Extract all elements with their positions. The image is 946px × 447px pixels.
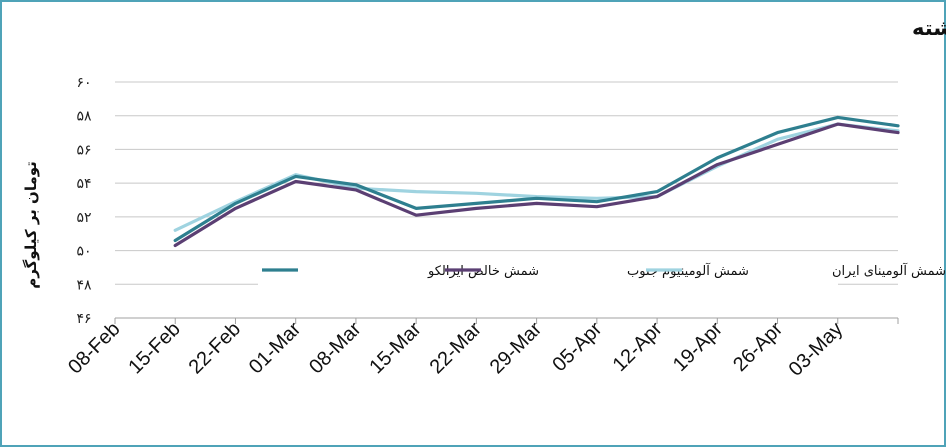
legend: شمش خالص ایرالکو شمش آلومینیوم جنوب شمش آل… [262, 262, 946, 279]
x-tick-label: 15-Feb [124, 318, 184, 378]
y-tick-labels: ۴۶ ۴۸ ۵۰ ۵۲ ۵۴ ۵۶ ۵۸ ۶۰ [76, 75, 92, 327]
series-line-1 [173, 115, 900, 243]
legend-label: شمش آلومینیوم جنوب [627, 262, 749, 279]
series-lines [173, 115, 900, 248]
series-line-3 [173, 122, 900, 232]
y-tick-label: ۴۶ [76, 311, 91, 327]
y-tick-label: ۵۸ [76, 109, 92, 125]
chart-title: نمودار ۱- قیمت محصولات آلومینیومی در بور… [912, 15, 946, 40]
x-tick-label: 12-Apr [609, 318, 667, 376]
x-tick-label: 22-Feb [185, 318, 245, 378]
legend-background [258, 257, 838, 285]
x-tick-label: 15-Mar [365, 318, 426, 379]
series-line-2 [173, 122, 900, 248]
y-tick-label: ۵۴ [76, 176, 91, 192]
x-tick-label: 05-Apr [548, 318, 606, 376]
y-axis-label: تومان بر کیلوگرم [22, 161, 40, 289]
y-tick-label: ۶۰ [76, 75, 91, 91]
x-tick-label: 03-May [785, 318, 848, 381]
x-ticks: 08-Feb 15-Feb 22-Feb 01-Mar 08-Mar 15-Mar 22-M… [64, 318, 899, 381]
y-tick-label: ۵۶ [76, 142, 91, 158]
x-tick-label: 08-Feb [64, 318, 124, 378]
x-tick-label: 26-Apr [729, 318, 787, 376]
legend-label: شمش آلومینای ایران [832, 262, 946, 279]
y-tick-label: ۵۲ [76, 210, 91, 226]
x-tick-label: 29-Mar [486, 318, 547, 379]
y-tick-label: ۵۰ [76, 244, 91, 260]
grid-lines [115, 81, 898, 285]
x-tick-label: 22-Mar [426, 318, 487, 379]
legend-label: شمش خالص ایرالکو [427, 264, 539, 279]
x-tick-label: 08-Mar [305, 318, 366, 379]
y-tick-label: ۴۸ [76, 277, 92, 293]
x-tick-label: 01-Mar [245, 318, 306, 379]
x-tick-label: 19-Apr [669, 318, 727, 376]
